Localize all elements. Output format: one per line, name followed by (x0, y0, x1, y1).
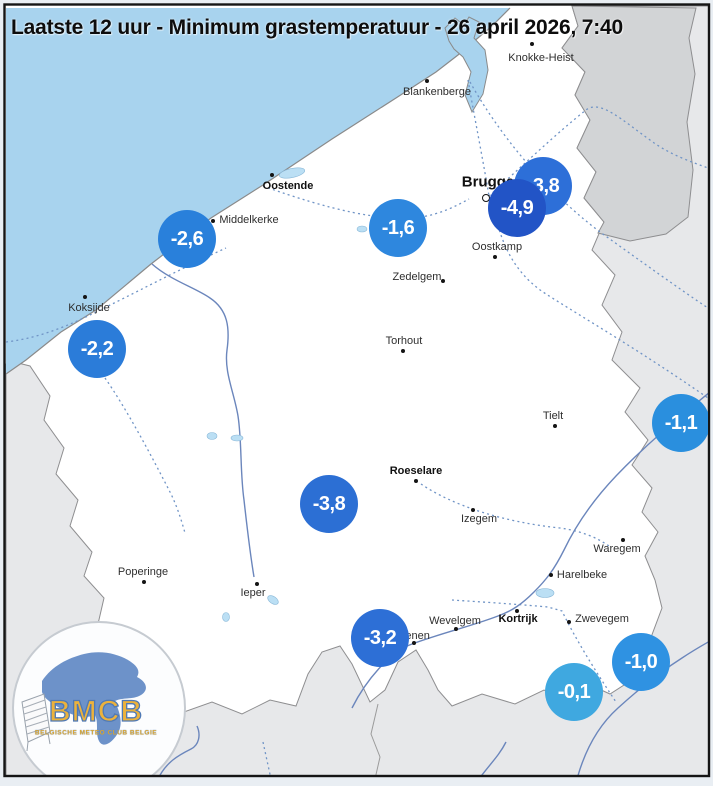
city-marker-ieper (255, 582, 259, 586)
city-label-ieper: Ieper (240, 587, 266, 599)
city-label-oostende: Oostende (262, 180, 314, 192)
dotted-boundaries (5, 79, 709, 776)
zeebrugge-harbor (444, 16, 489, 114)
temperature-bubble-7: -3,2 (351, 609, 409, 667)
bmcb-logo (12, 621, 186, 776)
city-label-wevelgem: Wevelgem (429, 615, 481, 627)
city-label-oostkamp: Oostkamp (471, 241, 523, 253)
city-label-zedelgem: Zedelgem (392, 271, 442, 283)
weather-shelter-icon (21, 693, 51, 752)
city-marker-koksijde (83, 295, 87, 299)
city-marker-waregem (621, 538, 625, 542)
lakes (206, 167, 555, 622)
city-marker-poperinge (142, 580, 146, 584)
temperature-bubble-5: -1,1 (652, 394, 708, 452)
city-label-koksijde: Koksijde (68, 302, 110, 314)
city-marker-izegem (471, 508, 475, 512)
netherlands-region (561, 5, 697, 242)
city-label-zwevegem: Zwevegem (575, 613, 629, 625)
temperature-bubble-8: -0,1 (545, 663, 603, 721)
map-title: Laatste 12 uur - Minimum grastemperatuur… (11, 16, 623, 39)
logo-subtitle-text: BELGISCHE METEO CLUB BELGIE (34, 729, 158, 737)
city-marker-torhout (401, 349, 405, 353)
temperature-bubble-1: -4,9 (488, 179, 546, 237)
belgium-silhouette (42, 652, 146, 745)
city-label-middelkerke: Middelkerke (219, 214, 279, 226)
sea (6, 8, 510, 374)
city-label-poperinge: Poperinge (117, 566, 169, 578)
map-frame-border (3, 3, 711, 778)
temperature-bubble-6: -3,8 (300, 475, 358, 533)
logo-acronym-text: BMCB (48, 694, 143, 728)
city-marker-zedelgem (441, 279, 445, 283)
temperature-bubble-2: -1,6 (369, 199, 427, 257)
city-marker-knokke-heist (530, 42, 534, 46)
city-label-tielt: Tielt (542, 410, 564, 422)
city-marker-middelkerke (211, 219, 215, 223)
city-label-blankenberge: Blankenberge (403, 86, 471, 98)
city-marker-harelbeke (549, 573, 553, 577)
country-border-line (370, 703, 381, 776)
city-label-harelbeke: Harelbeke (556, 569, 608, 581)
temperature-bubble-3: -2,6 (158, 210, 216, 268)
city-label-kortrijk: Kortrijk (498, 613, 538, 625)
temperature-bubble-4: -2,2 (68, 320, 126, 378)
city-marker-menen (412, 641, 416, 645)
city-label-knokke-heist: Knokke-Heist (508, 52, 574, 64)
city-label-roeselare: Roeselare (389, 465, 443, 477)
city-marker-oostkamp (493, 255, 497, 259)
city-marker-roeselare (414, 479, 418, 483)
city-marker-wevelgem (454, 627, 458, 631)
city-marker-zwevegem (567, 620, 571, 624)
city-marker-tielt (553, 424, 557, 428)
city-label-torhout: Torhout (385, 335, 423, 347)
temperature-bubble-9: -1,0 (612, 633, 670, 691)
city-marker-kortrijk (515, 609, 519, 613)
city-label-waregem: Waregem (593, 543, 641, 555)
city-label-izegem: Izegem (460, 513, 498, 525)
city-marker-blankenberge (425, 79, 429, 83)
city-marker-oostende (270, 173, 274, 177)
